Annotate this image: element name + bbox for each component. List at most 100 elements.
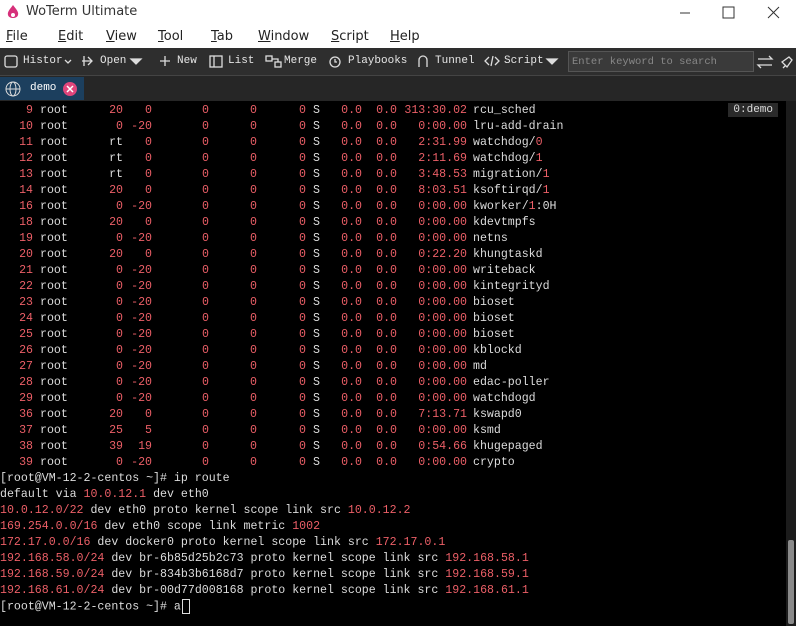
toolbar-button[interactable]: Histor [23, 55, 63, 67]
toolbar-button[interactable]: Playbooks [348, 55, 408, 67]
process-cell: root [40, 376, 68, 389]
process-cell: 0 [299, 312, 306, 325]
process-cell: 0:00.00 [418, 216, 467, 229]
process-cell: 19 [138, 440, 152, 453]
toolbar-button[interactable]: Script [504, 55, 544, 67]
process-cell: 39 [109, 440, 123, 453]
process-cell: 0 [202, 120, 209, 133]
process-cell: 0 [116, 360, 123, 373]
process-cell: 0.0 [376, 296, 397, 309]
process-cell: 0 [145, 408, 152, 421]
process-cell: root [40, 232, 68, 245]
scrollbar-thumb[interactable] [788, 540, 794, 624]
process-row: 36 root 20 0 0 0 0 S 0.0 0.0 7:13.71 kswapd0 [0, 407, 786, 423]
process-cell: 0.0 [341, 328, 362, 341]
process-cell: 0 [202, 312, 209, 325]
menu-item[interactable]: Edit [58, 29, 84, 44]
process-cell: 25 [109, 424, 123, 437]
process-cell: S [313, 120, 320, 133]
process-cell: root [40, 248, 68, 261]
process-cell: 0 [299, 360, 306, 373]
process-cell: 0.0 [341, 280, 362, 293]
process-cell: -20 [131, 280, 152, 293]
terminal-line: 192.168.61.0/24 dev br-00d77d008168 prot… [0, 584, 529, 597]
process-cell: S [313, 264, 320, 277]
terminal[interactable]: 0:demo 9 root 20 0 0 0 0 S 0.0 0.0 313:30.02 rcu_sc… [0, 101, 786, 626]
process-cell: 0.0 [341, 408, 362, 421]
process-cell: 0 [145, 152, 152, 165]
process-cell: 0 [299, 440, 306, 453]
process-cell: root [40, 104, 68, 117]
toolbar-button[interactable]: Tunnel [435, 55, 475, 67]
menu-item[interactable]: Tool [158, 29, 184, 44]
process-row: 20 root 20 0 0 0 0 S 0.0 0.0 0:22.20 khungtaskd [0, 247, 786, 263]
process-cell: 0.0 [376, 200, 397, 213]
process-cell: 0.0 [341, 392, 362, 405]
tab-icon [5, 81, 21, 97]
process-row: 28 root 0 -20 0 0 0 S 0.0 0.0 0:00.00 edac-poller [0, 375, 786, 391]
menu-item[interactable]: Help [390, 29, 420, 44]
process-cell: -20 [131, 376, 152, 389]
menu-item[interactable]: Window [258, 29, 310, 44]
process-cell: 0 [299, 376, 306, 389]
process-cell: root [40, 168, 68, 181]
toolbar-button[interactable]: Merge [284, 55, 318, 67]
session-tab[interactable]: demo [0, 77, 84, 100]
process-cell: 0:00.00 [418, 200, 467, 213]
menu-item[interactable]: Tab [211, 29, 234, 44]
process-cell: 12 [19, 152, 33, 165]
process-cell: rcu_sched [473, 104, 536, 117]
toolbar-button[interactable]: Open [100, 55, 127, 67]
process-cell: 19 [19, 232, 33, 245]
process-cell: root [40, 280, 68, 293]
process-cell: 0 [299, 408, 306, 421]
menu-item[interactable]: View [106, 29, 137, 44]
toolbar-icons [4, 55, 559, 68]
process-cell: root [40, 360, 68, 373]
window-controls[interactable] [676, 5, 786, 21]
process-cell: root [40, 392, 68, 405]
process-cell: 16 [19, 200, 33, 213]
process-cell: -20 [131, 360, 152, 373]
process-cell: S [313, 392, 320, 405]
tab-bar: demo [0, 76, 796, 101]
toolbar-button[interactable]: List [228, 55, 255, 67]
tab-close[interactable] [62, 81, 78, 97]
process-cell: 0:00.00 [418, 376, 467, 389]
process-cell: S [313, 312, 320, 325]
process-cell: 0 [299, 184, 306, 197]
process-cell: S [313, 168, 320, 181]
process-row: 24 root 0 -20 0 0 0 S 0.0 0.0 0:00.00 bioset [0, 311, 786, 327]
app-icon [7, 5, 19, 18]
process-cell: 0 [202, 424, 209, 437]
process-cell: 0 [116, 392, 123, 405]
toolbar-button[interactable]: New [177, 55, 197, 67]
process-row: 25 root 0 -20 0 0 0 S 0.0 0.0 0:00.00 bioset [0, 327, 786, 343]
search-box[interactable]: Enter keyword to search [568, 51, 754, 72]
process-cell: 0 [250, 328, 257, 341]
process-cell: 28 [19, 376, 33, 389]
process-cell: 0 [116, 344, 123, 357]
process-cell: S [313, 216, 320, 229]
menu-item[interactable]: File [6, 29, 28, 44]
process-cell: -20 [131, 120, 152, 133]
toolbar-right-icons[interactable] [756, 53, 796, 71]
scrollbar[interactable] [786, 101, 796, 626]
menu-item[interactable]: Script [331, 29, 369, 44]
process-cell: 0 [116, 120, 123, 133]
process-cell: bioset [473, 296, 515, 309]
process-cell: 0 [250, 344, 257, 357]
terminal-line: 172.17.0.0/16 dev docker0 proto kernel s… [0, 536, 446, 549]
process-cell: rt [109, 152, 123, 165]
process-cell: 0 [250, 216, 257, 229]
process-cell: -20 [131, 296, 152, 309]
process-cell: 0 [299, 168, 306, 181]
process-cell: 0 [250, 392, 257, 405]
process-cell: 0 [145, 136, 152, 149]
process-cell: 0 [116, 232, 123, 245]
process-cell: 0 [145, 184, 152, 197]
process-cell: 0 [145, 104, 152, 117]
process-cell: watchdog/1 [473, 152, 543, 165]
terminal-line: [root@VM-12-2-centos ~]# ip route [0, 472, 230, 485]
process-cell: 0.0 [376, 248, 397, 261]
